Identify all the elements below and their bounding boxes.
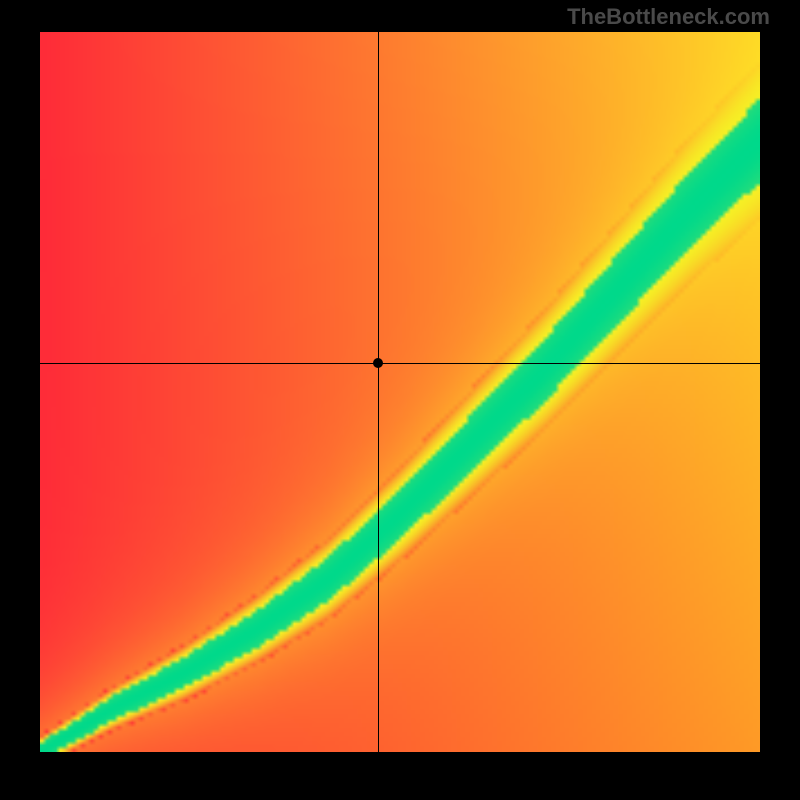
crosshair-horizontal (40, 363, 760, 364)
crosshair-marker (373, 358, 383, 368)
crosshair-vertical (378, 32, 379, 752)
heatmap-plot (40, 32, 760, 752)
heatmap-canvas (40, 32, 760, 752)
watermark-text: TheBottleneck.com (567, 4, 770, 30)
